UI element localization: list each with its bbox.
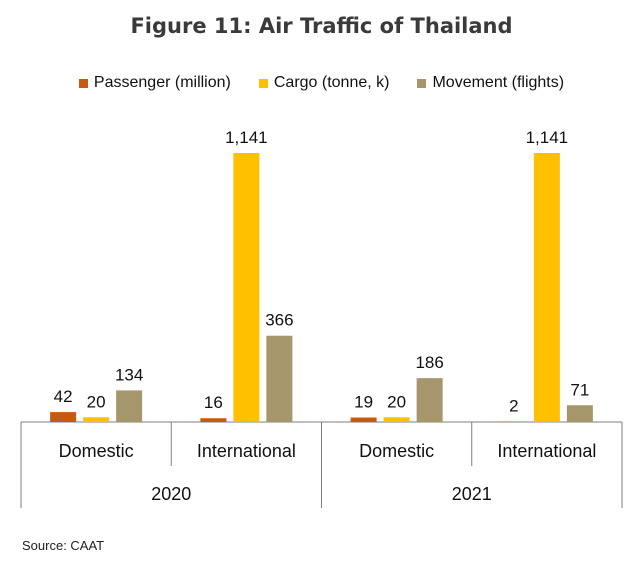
bar-movement-2020-domestic xyxy=(116,390,143,422)
bar-movement-2020-international xyxy=(266,335,293,422)
data-label-cargo-2020-international: 1,141 xyxy=(225,128,268,147)
data-label-movement-2020-international: 366 xyxy=(265,311,293,330)
data-label-passenger-2021-domestic: 19 xyxy=(354,393,373,412)
data-label-cargo-2021-international: 1,141 xyxy=(526,128,569,147)
bar-cargo-2021-international xyxy=(533,153,560,422)
legend-item-movement: Movement (flights) xyxy=(417,74,564,92)
category-label-domestic: Domestic xyxy=(359,441,434,461)
legend-item-cargo: Cargo (tonne, k) xyxy=(258,74,390,92)
bar-movement-2021-domestic xyxy=(416,378,443,422)
data-label-passenger-2020-international: 16 xyxy=(204,393,223,412)
legend-swatch-passenger xyxy=(78,78,88,88)
legend-item-passenger: Passenger (million) xyxy=(78,74,231,92)
bar-cargo-2020-domestic xyxy=(83,417,110,422)
chart-title: Figure 11: Air Traffic of Thailand xyxy=(130,14,513,38)
bar-cargo-2020-international xyxy=(233,153,260,422)
data-label-passenger-2021-international: 2 xyxy=(509,397,518,416)
bar-passenger-2020-international xyxy=(200,418,227,422)
bar-passenger-2021-domestic xyxy=(350,417,377,422)
bar-movement-2021-international xyxy=(566,405,593,422)
year-label-2020: 2020 xyxy=(151,484,191,504)
data-label-movement-2021-domestic: 186 xyxy=(415,353,443,372)
data-label-cargo-2020-domestic: 20 xyxy=(87,392,106,411)
year-label-2021: 2021 xyxy=(452,484,492,504)
source-note: Source: CAAT xyxy=(22,538,105,553)
legend-label-movement: Movement (flights) xyxy=(432,74,565,91)
legend-swatch-cargo xyxy=(258,78,268,88)
legend: Passenger (million) Cargo (tonne, k) Mov… xyxy=(0,74,643,92)
legend-swatch-movement xyxy=(417,78,427,88)
category-label-domestic: Domestic xyxy=(59,441,134,461)
category-label-international: International xyxy=(497,441,596,461)
data-label-movement-2021-international: 71 xyxy=(570,380,589,399)
legend-label-cargo: Cargo (tonne, k) xyxy=(273,74,390,91)
legend-label-passenger: Passenger (million) xyxy=(93,74,231,91)
data-label-passenger-2020-domestic: 42 xyxy=(54,387,73,406)
bar-passenger-2021-international xyxy=(500,421,527,423)
data-label-movement-2020-domestic: 134 xyxy=(115,365,143,384)
data-label-cargo-2021-domestic: 20 xyxy=(387,392,406,411)
bar-passenger-2020-domestic xyxy=(50,412,77,422)
bar-cargo-2021-domestic xyxy=(383,417,410,422)
category-label-international: International xyxy=(197,441,296,461)
